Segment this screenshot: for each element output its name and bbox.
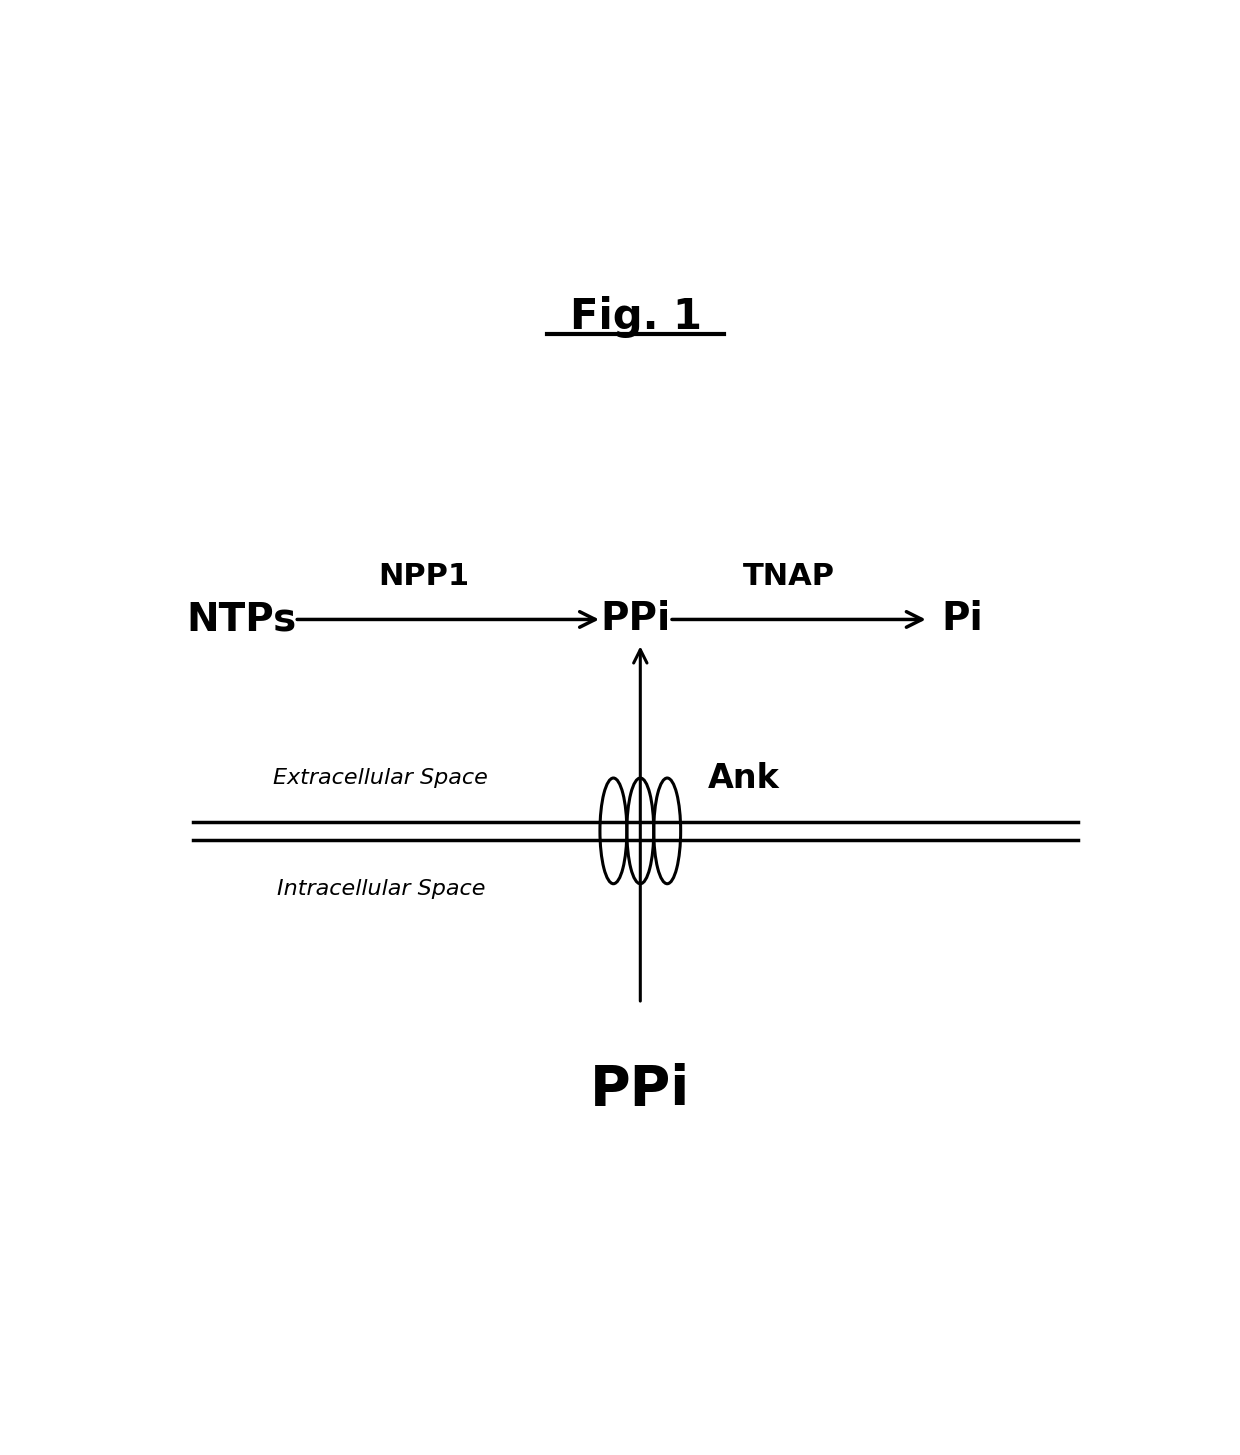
Text: NTPs: NTPs: [186, 601, 296, 639]
Text: TNAP: TNAP: [743, 562, 836, 591]
Text: NPP1: NPP1: [378, 562, 470, 591]
Text: Intracellular Space: Intracellular Space: [277, 879, 485, 899]
Text: PPi: PPi: [600, 601, 671, 639]
Text: Fig. 1: Fig. 1: [569, 295, 702, 338]
Text: Ank: Ank: [708, 761, 779, 794]
Text: Extracellular Space: Extracellular Space: [273, 768, 489, 789]
Text: Pi: Pi: [941, 601, 983, 639]
Text: PPi: PPi: [590, 1064, 691, 1117]
